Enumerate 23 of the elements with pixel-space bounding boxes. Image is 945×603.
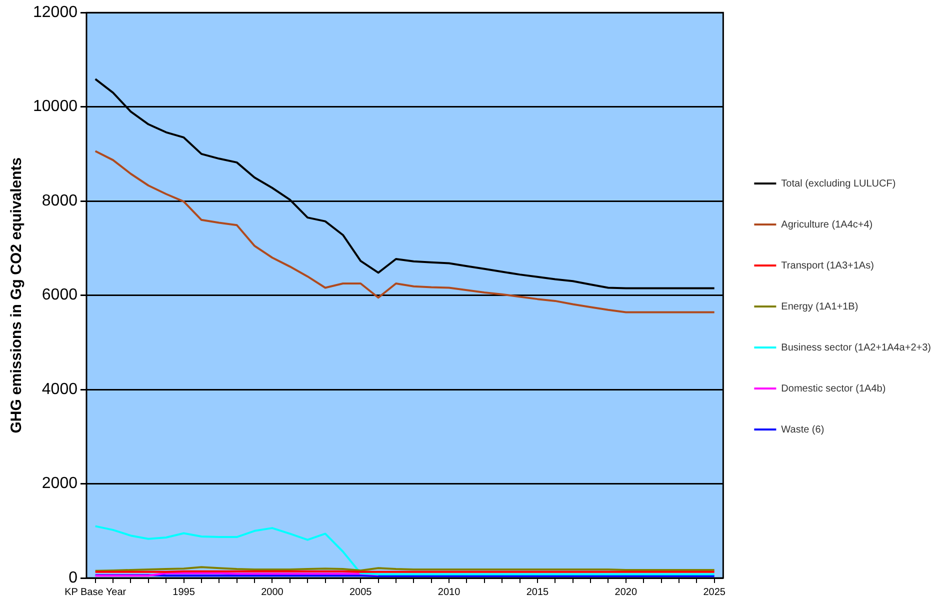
y-axis-title: GHG emissions in Gg CO2 equivalents: [8, 157, 26, 434]
x-tick-label: 2015: [526, 586, 550, 598]
y-tick-label: 2000: [42, 475, 78, 492]
x-tick-label: 2010: [438, 586, 461, 598]
x-tick-label: 2020: [614, 586, 638, 598]
x-tick-label: KP Base Year: [64, 586, 127, 598]
y-tick-label: 6000: [42, 286, 78, 304]
legend-label: Business sector (1A2+1A4a+2+3): [781, 342, 932, 354]
x-tick-label: 1995: [172, 586, 196, 598]
legend-label: Domestic sector (1A4b): [781, 383, 886, 394]
y-tick-label: 8000: [42, 192, 78, 210]
y-tick-label: 4000: [42, 380, 78, 398]
legend-label: Agriculture (1A4c+4): [781, 219, 873, 230]
y-tick-label: 0: [68, 569, 78, 586]
legend-label: Waste (6): [781, 424, 824, 436]
x-tick-label: 2005: [350, 586, 372, 598]
y-tick-label: 10000: [32, 98, 78, 116]
y-tick-label: 12000: [32, 4, 78, 22]
x-tick-label: 2025: [703, 586, 726, 598]
legend-label: Total (excluding LULUCF): [781, 178, 896, 190]
legend-label: Transport (1A3+1As): [781, 260, 874, 272]
x-tick-label: 2000: [261, 586, 284, 598]
legend-label: Energy (1A1+1B): [781, 301, 858, 312]
